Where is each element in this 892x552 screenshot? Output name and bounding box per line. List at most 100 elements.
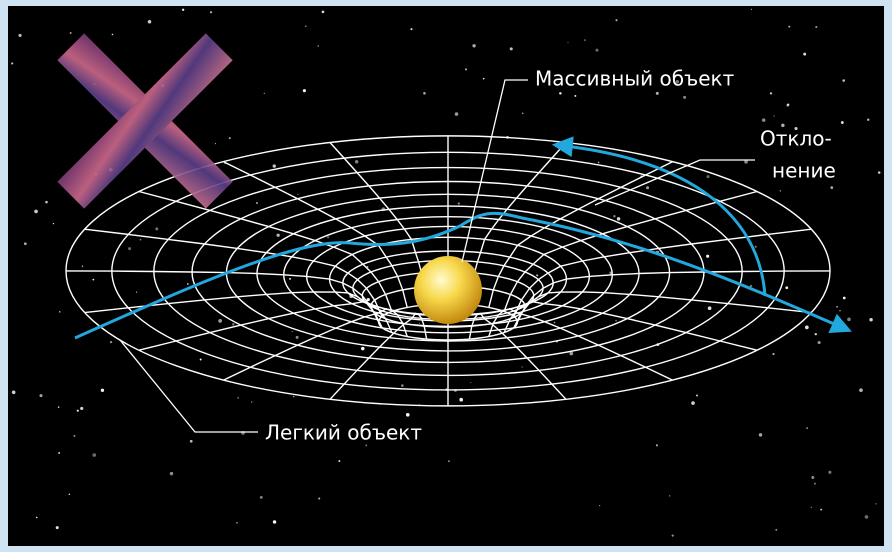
star [410,28,412,30]
star [110,341,112,343]
star [112,34,114,36]
star [759,433,762,436]
star [706,255,709,258]
star [828,471,831,474]
star [303,89,306,92]
star [875,503,876,504]
star [842,79,845,82]
star [470,382,471,383]
star [36,517,38,519]
star [297,194,298,195]
star [483,78,485,80]
star [696,394,698,396]
star [53,223,54,224]
star [472,44,475,47]
star [656,444,658,446]
star [574,95,576,97]
star [820,509,822,511]
star [772,353,774,355]
star [305,25,307,27]
star [200,359,202,361]
star [232,323,234,325]
star [229,137,231,139]
star [365,444,367,446]
massive-body [414,256,482,324]
star [296,336,299,339]
star [773,115,774,116]
star [182,9,184,11]
star [815,26,817,28]
star [293,396,294,397]
star [260,496,263,499]
star [775,529,777,531]
star [419,323,420,324]
star [236,522,238,524]
star [92,279,94,281]
star [522,113,524,115]
star [318,497,320,499]
star [615,19,617,21]
star [815,333,817,335]
star [355,160,359,164]
star [18,34,21,37]
star [811,507,812,508]
star [218,319,222,323]
star [190,440,193,443]
star [788,26,790,28]
star [82,265,84,267]
star [615,320,617,322]
star [401,384,404,387]
star [256,202,258,204]
star [73,435,75,437]
star [264,93,265,94]
star [841,121,844,124]
star [806,427,808,429]
star [818,341,821,344]
deflection-label: нение [772,159,836,183]
star [361,347,364,350]
star [598,162,600,164]
star [669,495,670,496]
star [80,407,83,410]
star [878,171,880,173]
star [706,175,709,178]
star [148,20,152,24]
star [24,242,27,245]
star [273,164,276,167]
star [811,476,814,479]
star [187,283,189,285]
star [867,119,869,121]
star [805,326,809,330]
star [567,42,568,43]
star [554,322,556,324]
star [56,526,59,529]
star [770,92,772,94]
star [510,47,513,50]
star [458,202,460,204]
star [69,493,71,495]
star [423,92,426,95]
star [584,39,585,40]
star [45,201,48,204]
star [455,112,459,116]
star [140,239,142,241]
star [613,215,615,217]
star [847,318,851,322]
star [277,234,280,237]
star [865,515,869,519]
star [559,92,561,94]
illustration: Массивный объект Откло- нение Легкий объ… [0,0,892,552]
star [155,227,158,230]
star [859,388,863,392]
star [322,10,325,13]
star [656,92,659,95]
star [77,410,79,412]
star [210,11,212,13]
star [289,278,291,280]
star [683,96,686,99]
star [814,483,816,485]
star [101,389,104,392]
star [39,394,42,397]
star [459,398,463,402]
star [672,535,674,537]
